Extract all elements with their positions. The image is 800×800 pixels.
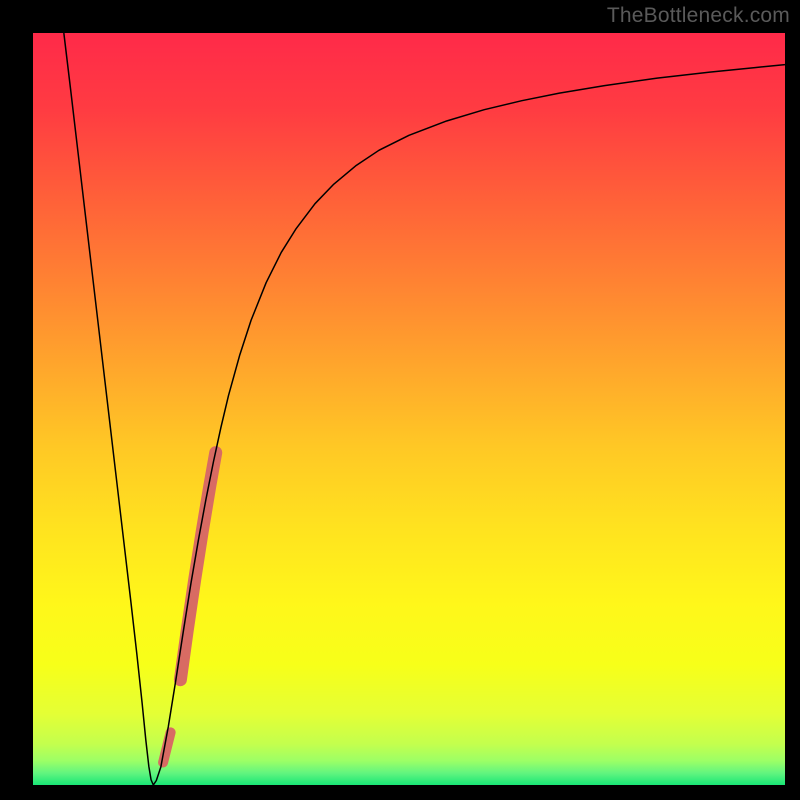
plot-background bbox=[33, 33, 785, 785]
chart-svg bbox=[0, 0, 800, 800]
watermark-text: TheBottleneck.com bbox=[607, 4, 790, 28]
chart-container: TheBottleneck.com bbox=[0, 0, 800, 800]
